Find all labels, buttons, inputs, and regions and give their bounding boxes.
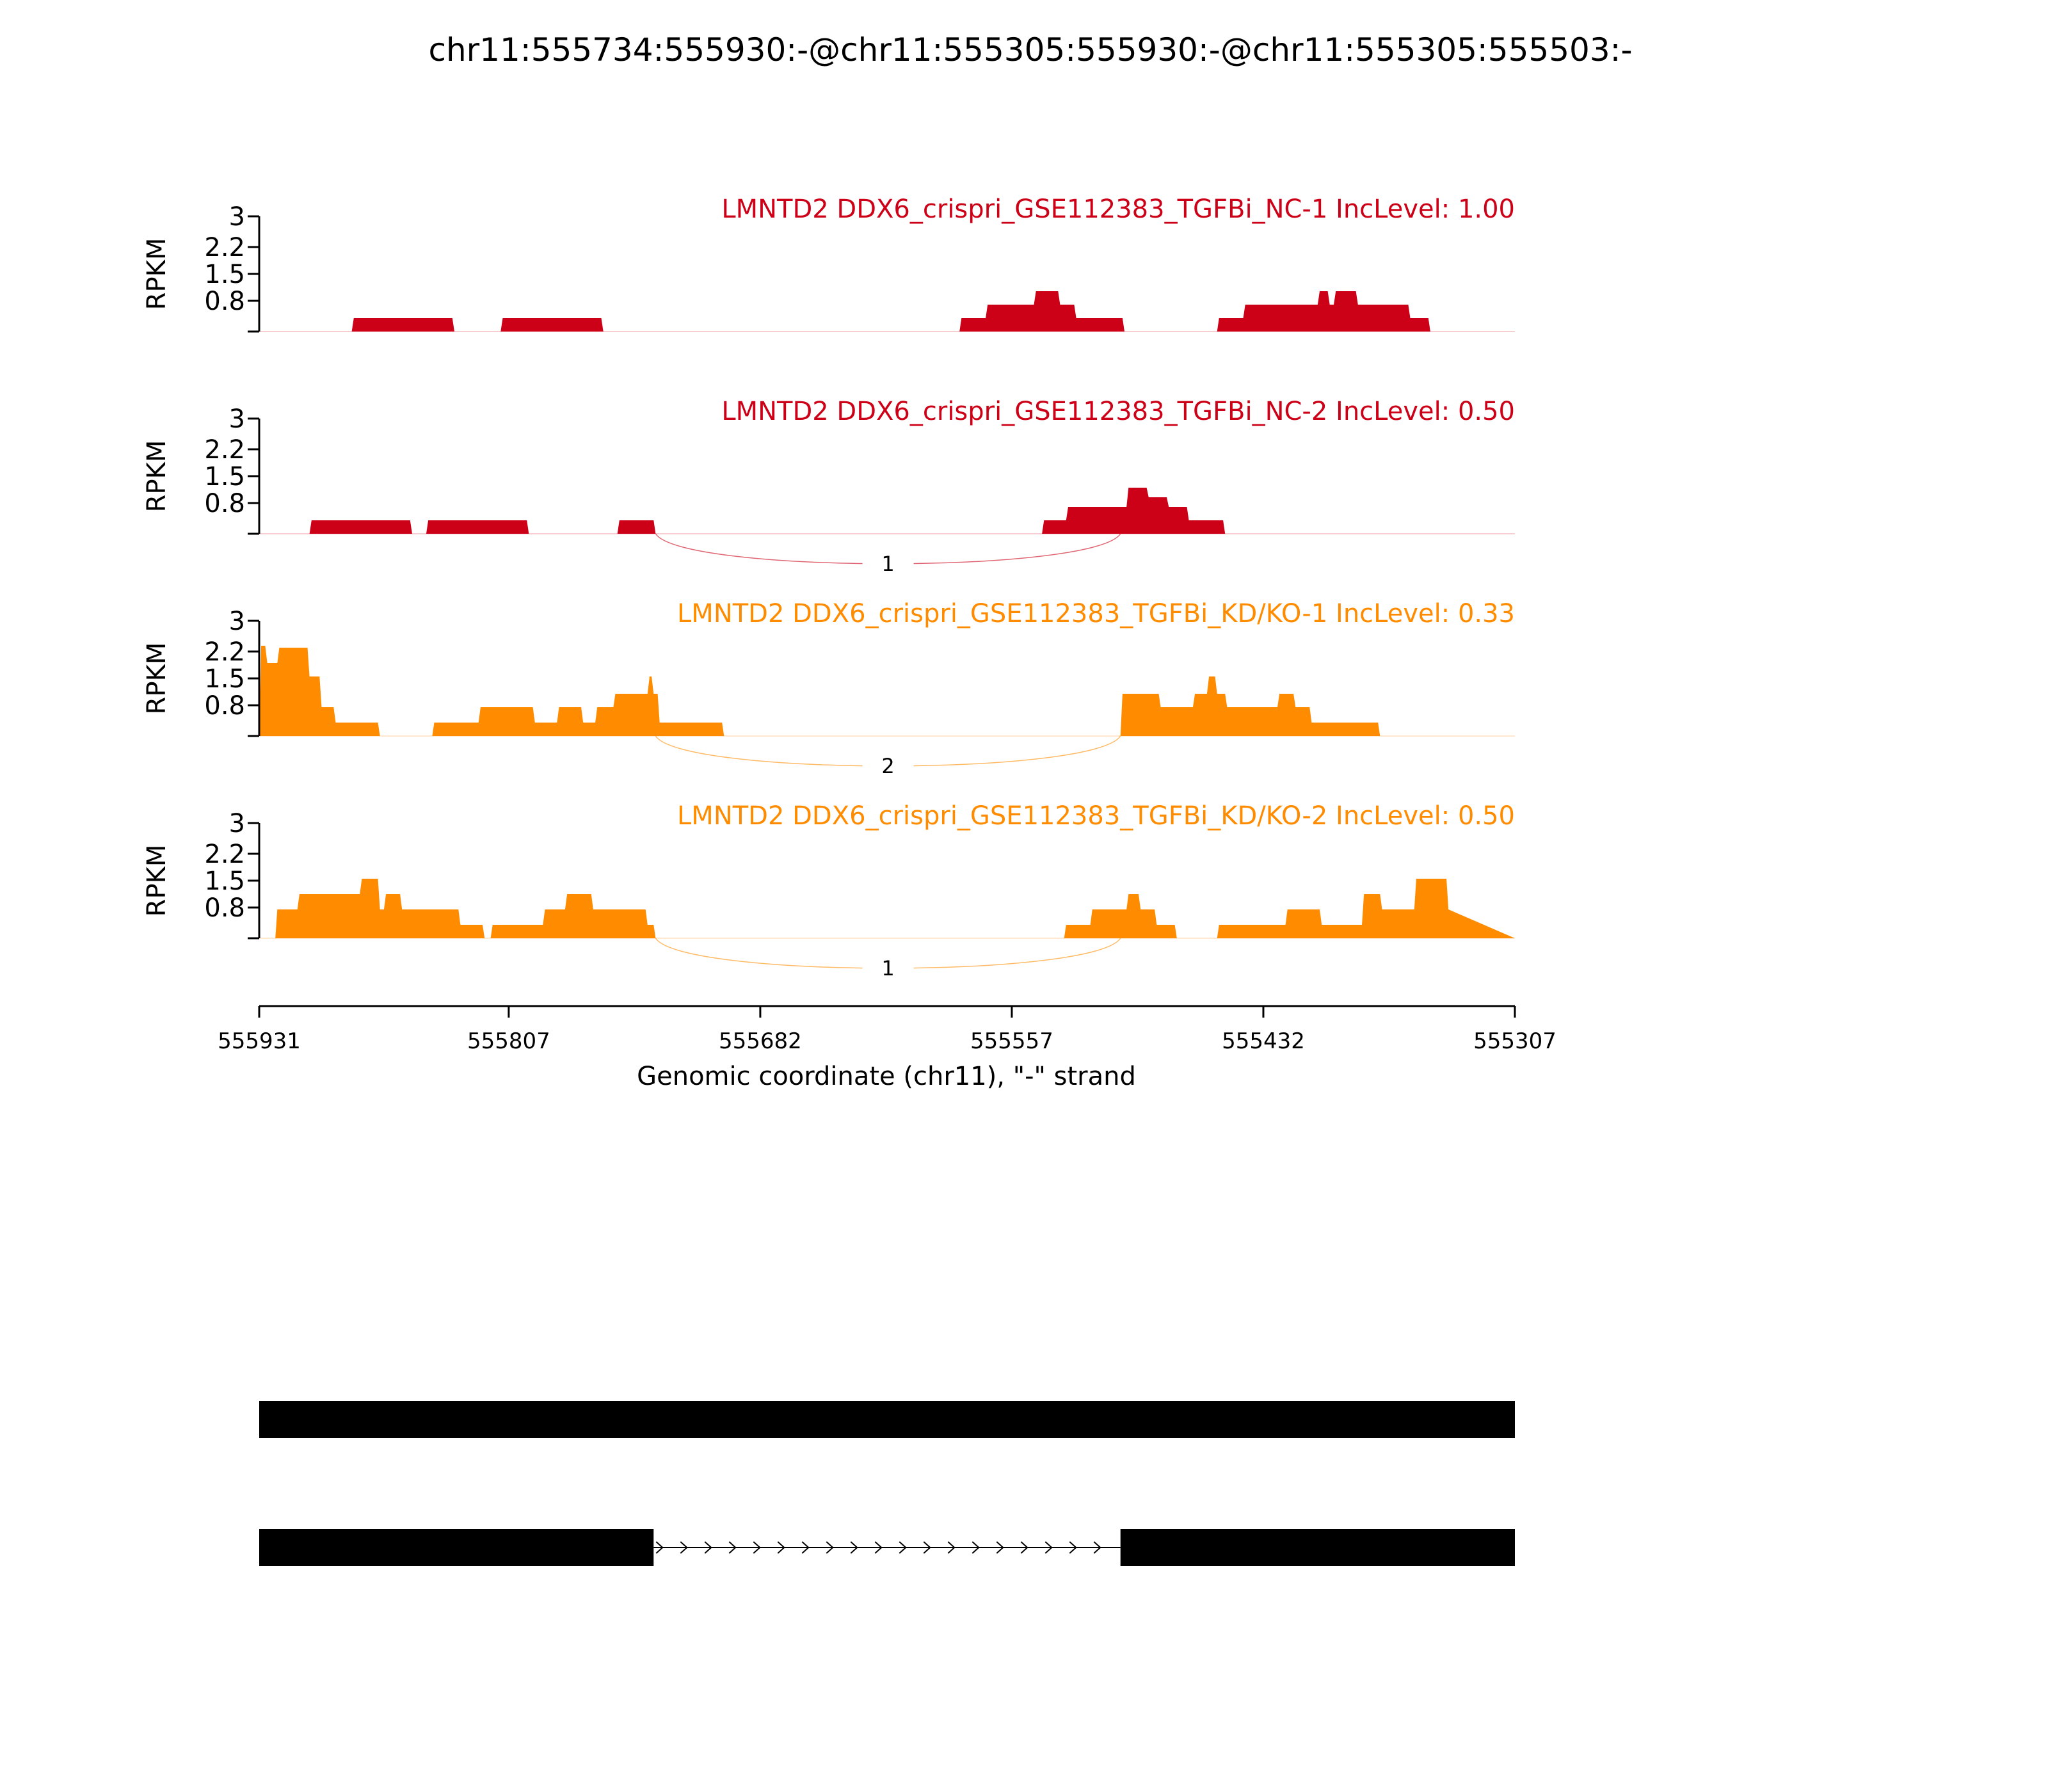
y-tick-label: 2.2 bbox=[204, 435, 245, 465]
junction-count-bg bbox=[862, 550, 914, 575]
y-tick-label: 2.2 bbox=[204, 233, 245, 262]
intron-chevron bbox=[704, 1541, 712, 1554]
intron-chevron bbox=[1020, 1541, 1028, 1554]
y-tick-label: 0.8 bbox=[204, 691, 245, 721]
exon-block bbox=[259, 1401, 1515, 1438]
intron-chevron bbox=[655, 1541, 664, 1554]
track-title: LMNTD2 DDX6_crispri_GSE112383_TGFBi_NC-2… bbox=[721, 397, 1515, 426]
intron-chevron bbox=[874, 1541, 883, 1554]
track-1: 32.21.50.8 RPKM LMNTD2 DDX6_crispri_GSE112… bbox=[142, 195, 1515, 333]
track-title: LMNTD2 DDX6_crispri_GSE112383_TGFBi_KD/K… bbox=[677, 801, 1515, 831]
y-tick-label: 1.5 bbox=[204, 867, 245, 896]
y-tick-label: 2.2 bbox=[204, 637, 245, 667]
y-tick-label: 3 bbox=[229, 607, 245, 636]
track-title: LMNTD2 DDX6_crispri_GSE112383_TGFBi_NC-1… bbox=[721, 195, 1515, 224]
y-axis-label: RPKM bbox=[142, 440, 172, 513]
intron-chevron bbox=[728, 1541, 737, 1554]
intron-chevron bbox=[972, 1541, 980, 1554]
intron-chevron bbox=[801, 1541, 810, 1554]
coverage-area bbox=[259, 291, 1515, 332]
intron-chevron bbox=[996, 1541, 1004, 1554]
track-2: 32.21.50.8 RPKM LMNTD2 DDX6_crispri_GSE112… bbox=[142, 397, 1515, 576]
intron-chevron bbox=[947, 1541, 956, 1554]
coverage-area bbox=[259, 646, 1515, 736]
intron-chevron bbox=[1044, 1541, 1053, 1554]
junction-count-bg bbox=[862, 752, 914, 778]
y-tick-label: 0.8 bbox=[204, 287, 245, 316]
chart-title: chr11:555734:555930:-@chr11:555305:55593… bbox=[428, 31, 1632, 68]
intron-chevron bbox=[923, 1541, 931, 1554]
junction-count: 1 bbox=[881, 552, 894, 576]
track-4: 32.21.50.8 RPKM LMNTD2 DDX6_crispri_GSE112… bbox=[142, 801, 1515, 980]
isoform-skipping bbox=[259, 1529, 1515, 1566]
intron-chevron bbox=[1093, 1541, 1101, 1554]
y-tick-label: 0.8 bbox=[204, 893, 245, 923]
intron-chevron bbox=[850, 1541, 858, 1554]
y-tick-label: 3 bbox=[229, 202, 245, 232]
intron-chevron bbox=[826, 1541, 834, 1554]
x-tick-label: 555931 bbox=[218, 1028, 301, 1054]
intron-chevron bbox=[899, 1541, 907, 1554]
junction-count-bg bbox=[862, 954, 914, 980]
isoform-inclusion bbox=[259, 1401, 1515, 1438]
y-tick-label: 0.8 bbox=[204, 489, 245, 518]
y-tick-label: 3 bbox=[229, 809, 245, 838]
y-axis-label: RPKM bbox=[142, 643, 172, 715]
x-tick-label: 555307 bbox=[1473, 1028, 1556, 1054]
isoform-diagram bbox=[259, 1401, 1515, 1566]
junction-count: 2 bbox=[881, 754, 894, 778]
x-tick-label: 555557 bbox=[970, 1028, 1053, 1054]
y-tick-label: 3 bbox=[229, 404, 245, 434]
coverage-area bbox=[259, 488, 1515, 534]
coverage-area bbox=[259, 879, 1515, 938]
junction-count: 1 bbox=[881, 956, 894, 980]
y-tick-label: 1.5 bbox=[204, 260, 245, 289]
x-tick-label: 555432 bbox=[1222, 1028, 1305, 1054]
x-axis: 555931 555807 555682 555557 555432 555307 bbox=[218, 1005, 1556, 1054]
y-tick-label: 2.2 bbox=[204, 840, 245, 869]
y-tick-label: 1.5 bbox=[204, 664, 245, 694]
exon-block bbox=[1120, 1529, 1515, 1566]
y-axis-label: RPKM bbox=[142, 845, 172, 917]
exon-block bbox=[259, 1529, 654, 1566]
intron-chevron bbox=[680, 1541, 688, 1554]
intron-chevron bbox=[1069, 1541, 1077, 1554]
track-3: 32.21.50.8 RPKM LMNTD2 DDX6_crispri_GSE112… bbox=[142, 599, 1515, 778]
y-axis-label: RPKM bbox=[142, 238, 172, 310]
y-tick-label: 1.5 bbox=[204, 462, 245, 492]
x-axis-label: Genomic coordinate (chr11), "-" strand bbox=[637, 1062, 1136, 1091]
intron-chevron bbox=[777, 1541, 785, 1554]
x-tick-label: 555807 bbox=[467, 1028, 550, 1054]
intron-chevron bbox=[753, 1541, 761, 1554]
x-tick-label: 555682 bbox=[719, 1028, 802, 1054]
track-title: LMNTD2 DDX6_crispri_GSE112383_TGFBi_KD/K… bbox=[677, 599, 1515, 628]
